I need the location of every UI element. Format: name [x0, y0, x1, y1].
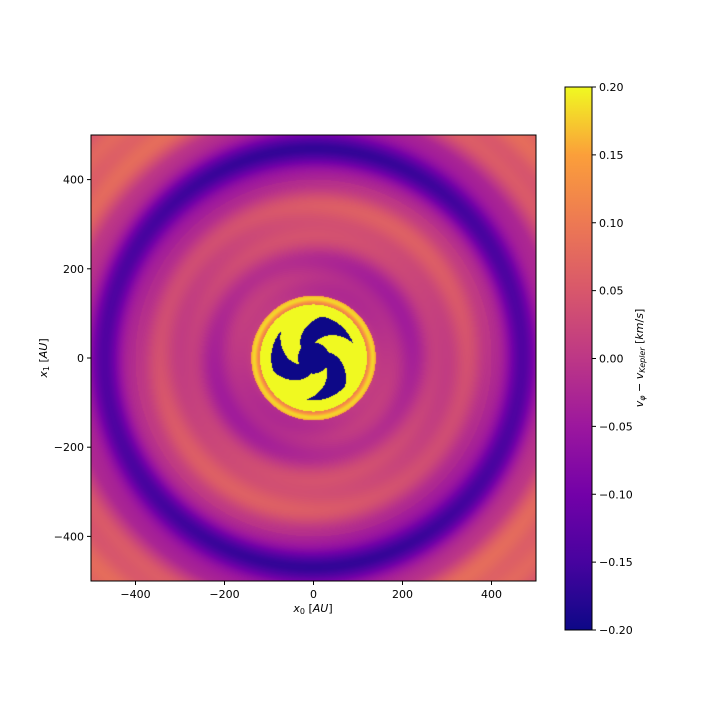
y-tick-label: −200: [54, 441, 84, 454]
colorbar-tick: −0.10: [592, 488, 633, 501]
y-tick-label: 400: [63, 174, 84, 187]
y-tick: −200: [54, 441, 91, 454]
colorbar-tick: 0.20: [592, 81, 624, 94]
x-tick: −400: [120, 581, 151, 601]
colorbar-axis: 0.20 0.15 0.10 0.05 0.00 −0.05 −0.10 −0.15 −0.20: [592, 81, 633, 637]
y-tick: 400: [63, 174, 91, 187]
y-tick: 200: [63, 263, 91, 276]
x-tick-label: −200: [209, 588, 239, 601]
y-tick-label: 0: [77, 352, 84, 365]
heatmap-area: [91, 135, 536, 581]
x-tick: −200: [209, 581, 240, 601]
colorbar-tick-label: −0.20: [599, 624, 633, 637]
y-axis-label: x1 [AU]: [37, 338, 51, 378]
colorbar-tick-label: −0.05: [599, 420, 633, 433]
colorbar-tick-label: 0.10: [599, 217, 624, 230]
x-axis-label: x0 [AU]: [292, 602, 332, 616]
x-tick: 0: [310, 581, 317, 601]
colorbar-tick: 0.00: [592, 353, 624, 366]
x-tick-label: −400: [120, 588, 150, 601]
colorbar-tick: 0.10: [592, 217, 624, 230]
colorbar-tick-label: 0.00: [599, 353, 624, 366]
colorbar-tick-label: 0.05: [599, 285, 624, 298]
y-axis: −400 −200 0 200 400: [54, 174, 91, 543]
colorbar-tick: −0.05: [592, 420, 633, 433]
colorbar-tick-label: 0.15: [599, 149, 624, 162]
x-tick-label: 400: [481, 588, 502, 601]
colorbar-tick-label: −0.15: [599, 556, 633, 569]
x-axis: −400 −200 0 200 400: [120, 581, 502, 601]
y-tick-label: −400: [54, 530, 84, 543]
x-tick-label: 0: [310, 588, 317, 601]
y-tick: −400: [54, 530, 91, 543]
x-tick: 200: [392, 581, 413, 601]
colorbar-tick: 0.15: [592, 149, 624, 162]
x-tick: 400: [481, 581, 502, 601]
y-tick-label: 200: [63, 263, 84, 276]
colorbar-tick-label: −0.10: [599, 488, 633, 501]
colorbar-label: vφ − vKepler [km/s]: [633, 309, 647, 408]
colorbar: [564, 86, 593, 631]
heatmap-image: [91, 135, 536, 581]
x-tick-label: 200: [392, 588, 413, 601]
colorbar-tick-label: 0.20: [599, 81, 624, 94]
colorbar-tick: 0.05: [592, 285, 624, 298]
y-tick: 0: [77, 352, 91, 365]
colorbar-tick: −0.20: [592, 624, 633, 637]
colorbar-tick: −0.15: [592, 556, 633, 569]
